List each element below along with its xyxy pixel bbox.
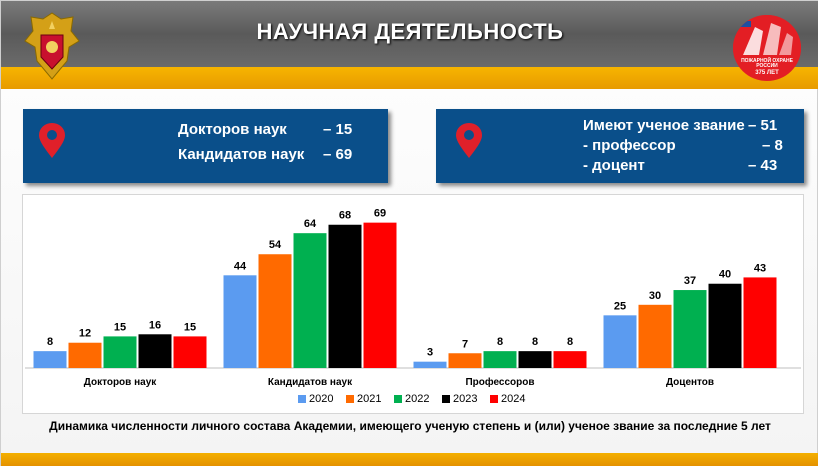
bottom-bar (1, 453, 818, 466)
data-label: 30 (649, 290, 661, 302)
legend-label: 2021 (357, 393, 381, 405)
data-label: 8 (497, 336, 503, 348)
legend-swatch (490, 395, 498, 403)
data-label: 64 (304, 218, 317, 230)
professor-value: – 8 (762, 137, 783, 154)
bar (518, 351, 552, 368)
data-label: 8 (532, 336, 538, 348)
legend-swatch (442, 395, 450, 403)
data-label: 7 (462, 338, 468, 350)
bar (328, 224, 362, 368)
category-label: Профессоров (465, 376, 534, 388)
data-label: 54 (269, 239, 282, 251)
data-label: 40 (719, 269, 731, 281)
bar (293, 233, 327, 368)
data-label: 8 (567, 336, 573, 348)
bar (483, 351, 517, 368)
chart-caption: Динамика численности личного состава Ака… (49, 419, 771, 433)
data-label: 69 (374, 208, 386, 220)
data-label: 44 (234, 260, 247, 272)
degrees-box: Докторов наук – 15 Кандидатов наук – 69 (23, 109, 388, 183)
bar (603, 315, 637, 368)
page-title: НАУЧНАЯ ДЕЯТЕЛЬНОСТЬ (256, 19, 564, 44)
bar (258, 254, 292, 368)
legend-label: 2024 (501, 393, 525, 405)
legend-swatch (298, 395, 306, 403)
legend-label: 2023 (453, 393, 477, 405)
data-label: 3 (427, 347, 433, 359)
professor-label: - профессор (583, 137, 676, 154)
data-label: 15 (114, 321, 126, 333)
academic-title-value: – 51 (748, 117, 778, 134)
bar (68, 342, 102, 368)
data-label: 37 (684, 275, 696, 287)
category-label: Кандидатов наук (268, 377, 353, 388)
bar (103, 336, 137, 368)
header-band (1, 1, 818, 67)
data-label: 43 (754, 262, 766, 274)
docent-value: – 43 (748, 157, 778, 174)
category-label: Доцентов (666, 377, 714, 388)
legend-swatch (394, 395, 402, 403)
data-label: 12 (79, 328, 91, 340)
titles-box: Имеют ученое звание – 51 - профессор – 8… (436, 109, 804, 183)
bar (138, 334, 172, 368)
bar (638, 304, 672, 368)
data-label: 25 (614, 300, 626, 312)
docent-label: - доцент (583, 157, 645, 174)
data-label: 15 (184, 321, 196, 333)
legend-label: 2022 (405, 393, 429, 405)
bar (673, 290, 707, 368)
badge-years: 375 ЛЕТ (755, 70, 779, 76)
bar (708, 283, 742, 368)
bar (448, 353, 482, 368)
legend-label: 2020 (309, 393, 333, 405)
data-label: 68 (339, 210, 351, 222)
data-label: 8 (47, 336, 53, 348)
anniversary-badge: ПОЖАРНОЙ ОХРАНЕ РОССИИ 375 ЛЕТ (733, 15, 801, 81)
bar (413, 361, 447, 368)
bar (363, 222, 397, 368)
category-label: Докторов наук (84, 377, 158, 388)
doctors-label: Докторов наук (178, 121, 287, 138)
legend-swatch (346, 395, 354, 403)
data-label: 16 (149, 319, 161, 331)
emblem-icon (24, 12, 80, 80)
header-stripe (1, 67, 818, 89)
candidates-label: Кандидатов наук (178, 146, 305, 163)
candidates-value: – 69 (323, 146, 353, 163)
academic-title-label: Имеют ученое звание (583, 117, 745, 134)
bar (33, 351, 67, 368)
bar (223, 275, 257, 368)
map-pin-icon (456, 123, 482, 158)
bar (553, 351, 587, 368)
chart-frame: 8 12 15 16 15 Докторов наук 44 54 64 68 69 Кандидат… (22, 194, 804, 414)
bar-chart: 8 12 15 16 15 Докторов наук 44 54 64 68 69 Кандидат… (25, 208, 801, 405)
doctors-value: – 15 (323, 121, 353, 138)
bar (743, 277, 777, 368)
badge-text: ПОЖАРНОЙ ОХРАНЕ РОССИИ (741, 58, 793, 69)
map-pin-icon (39, 123, 65, 158)
bar (173, 336, 207, 368)
